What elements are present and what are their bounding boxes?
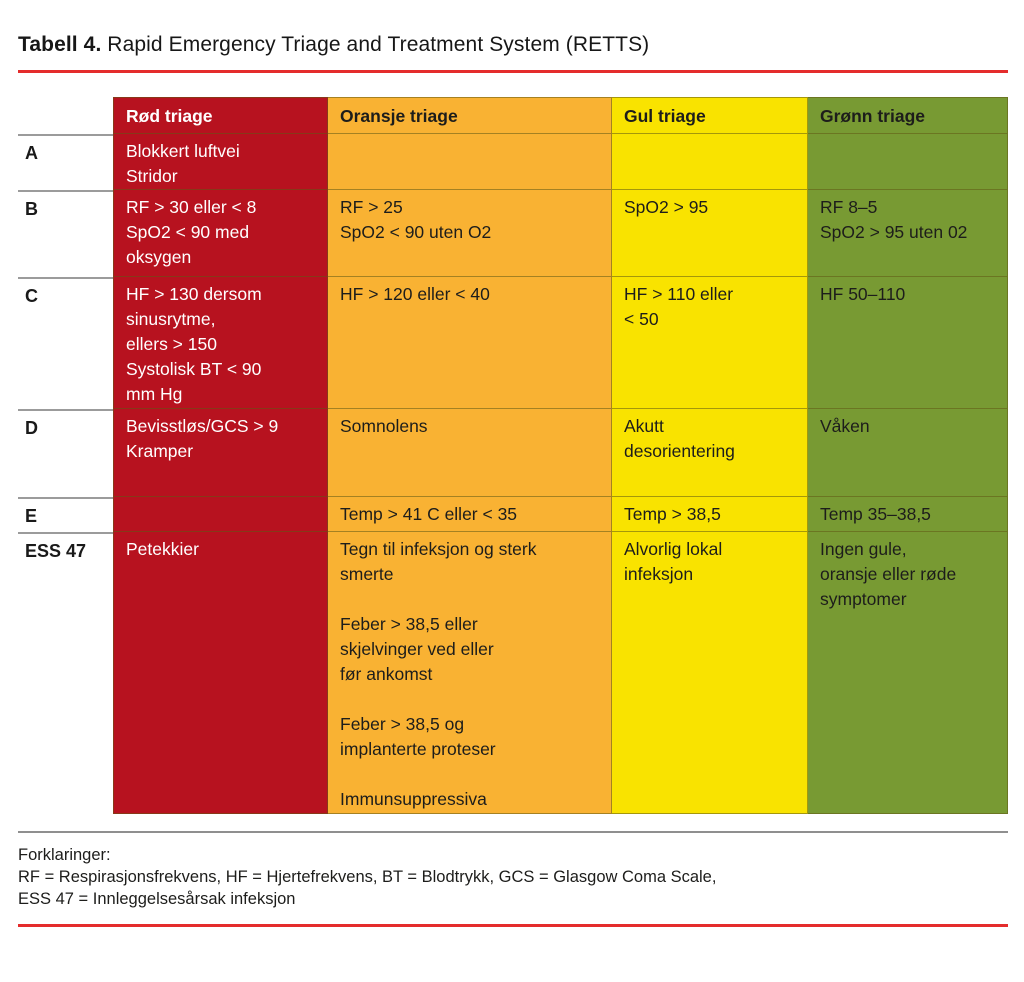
cell-green [808, 134, 1008, 190]
cell-orange: Temp > 41 C eller < 35 [328, 497, 612, 532]
cell-red: Blokkert luftvei Stridor [113, 134, 328, 190]
cell-red [113, 497, 328, 532]
footnote-line: ESS 47 = Innleggelsesårsak infeksjon [18, 890, 296, 908]
cell-orange [328, 134, 612, 190]
column-header-green: Grønn triage [808, 97, 1008, 134]
footnotes: Forklaringer: RF = Respirasjonsfrekvens,… [18, 844, 1008, 910]
footnote-line: RF = Respirasjonsfrekvens, HF = Hjertefr… [18, 868, 717, 886]
bottom-rule [18, 924, 1008, 927]
corner-cell [18, 97, 113, 134]
row-label: C [18, 277, 113, 409]
row-label: A [18, 134, 113, 190]
cell-yellow [612, 134, 808, 190]
cell-green: RF 8–5 SpO2 > 95 uten 02 [808, 190, 1008, 277]
cell-orange: Tegn til infeksjon og sterk smerte Feber… [328, 532, 612, 814]
cell-green: Temp 35–38,5 [808, 497, 1008, 532]
cell-orange: HF > 120 eller < 40 [328, 277, 612, 409]
cell-red: Petekkier [113, 532, 328, 814]
cell-red: HF > 130 dersom sinusrytme, ellers > 150… [113, 277, 328, 409]
column-header-yellow: Gul triage [612, 97, 808, 134]
page-title: Tabell 4. Rapid Emergency Triage and Tre… [18, 30, 1008, 59]
column-header-orange: Oransje triage [328, 97, 612, 134]
column-header-red: Rød triage [113, 97, 328, 134]
row-label: D [18, 409, 113, 497]
cell-green: Våken [808, 409, 1008, 497]
row-label: E [18, 497, 113, 532]
row-label: B [18, 190, 113, 277]
cell-yellow: Temp > 38,5 [612, 497, 808, 532]
triage-table: Rød triage Oransje triage Gul triage Grønn … [18, 97, 1008, 814]
cell-yellow: Alvorlig lokal infeksjon [612, 532, 808, 814]
footnote-divider [18, 831, 1008, 833]
cell-red: RF > 30 eller < 8 SpO2 < 90 med oksygen [113, 190, 328, 277]
cell-yellow: Akutt desorientering [612, 409, 808, 497]
row-label: ESS 47 [18, 532, 113, 814]
cell-green: HF 50–110 [808, 277, 1008, 409]
cell-yellow: SpO2 > 95 [612, 190, 808, 277]
top-rule [18, 70, 1008, 73]
cell-orange: Somnolens [328, 409, 612, 497]
title-text: Rapid Emergency Triage and Treatment Sys… [101, 33, 650, 56]
page: Tabell 4. Rapid Emergency Triage and Tre… [0, 30, 1024, 927]
cell-orange: RF > 25 SpO2 < 90 uten O2 [328, 190, 612, 277]
footnote-heading: Forklaringer: [18, 846, 111, 864]
cell-yellow: HF > 110 eller < 50 [612, 277, 808, 409]
cell-red: Bevisstløs/GCS > 9 Kramper [113, 409, 328, 497]
cell-green: Ingen gule, oransje eller røde symptomer [808, 532, 1008, 814]
title-prefix: Tabell 4. [18, 33, 102, 56]
